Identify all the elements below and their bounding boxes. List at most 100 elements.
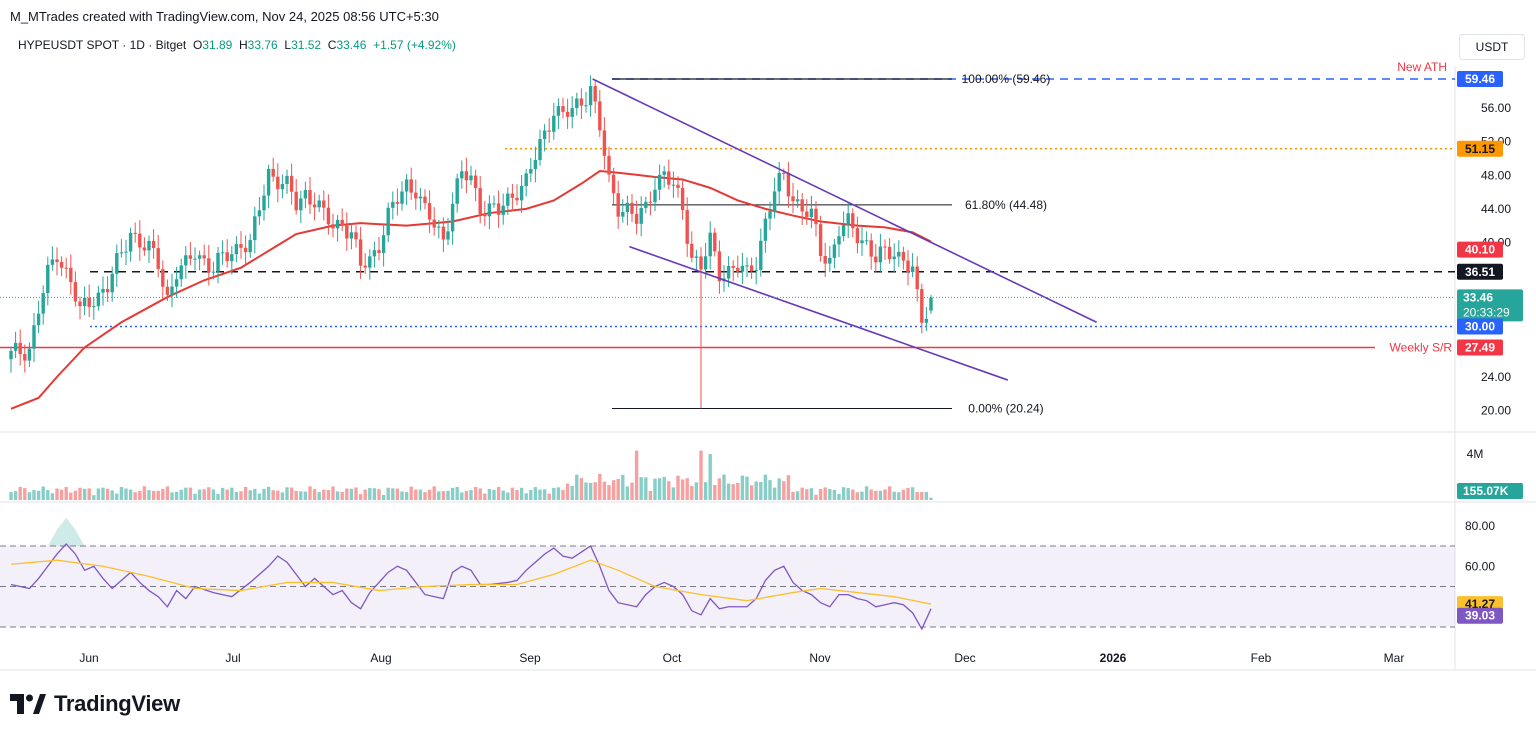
symbol-legend[interactable]: HYPEUSDT SPOT · 1D · Bitget O31.89 H33.7…	[18, 38, 456, 52]
candle-body	[805, 211, 809, 218]
tradingview-logo[interactable]: TradingView	[10, 690, 180, 718]
price-tag-weekly: 27.49	[1457, 339, 1503, 356]
volume-bar	[892, 491, 896, 500]
volume-bar	[754, 481, 758, 500]
candle-body	[115, 253, 119, 274]
price-tag-ma-bg	[1457, 241, 1503, 258]
candle-body	[331, 224, 335, 229]
volume-bar	[501, 490, 505, 500]
candle-body	[156, 248, 160, 270]
volume-bar	[345, 488, 349, 500]
candle-body	[887, 246, 892, 260]
volume-bar	[832, 490, 837, 500]
candle-body	[427, 203, 432, 220]
candle-body	[496, 203, 501, 215]
candle-body	[621, 212, 625, 217]
volume-bar	[234, 491, 239, 500]
candle-body	[23, 354, 27, 361]
candle-body	[460, 171, 464, 179]
candle-body	[607, 155, 611, 175]
candle-body	[694, 256, 699, 258]
ohlc-change: +1.57 (+4.92%)	[373, 38, 456, 52]
candle-body	[87, 297, 91, 307]
volume-bar	[602, 481, 607, 500]
candle-body	[151, 240, 156, 249]
ohlc-close-label: C	[327, 38, 337, 52]
candle-body	[437, 226, 441, 228]
volume-bar	[851, 489, 855, 500]
volume-bar	[616, 478, 620, 500]
volume-bar	[809, 488, 814, 500]
volume-bar	[492, 489, 496, 500]
price-tag-last-bg	[1457, 289, 1523, 322]
candle-body	[161, 269, 165, 287]
candle-body	[9, 350, 13, 360]
volume-bar	[496, 486, 501, 500]
volume-bar	[78, 487, 82, 500]
candle-body	[266, 168, 271, 196]
tradingview-logo-icon	[10, 694, 46, 714]
volume-bar	[814, 494, 818, 500]
volume-bar	[105, 488, 110, 500]
volume-bar	[308, 486, 312, 500]
candle-body	[690, 243, 694, 258]
volume-bar	[745, 476, 749, 500]
candle-body	[851, 213, 855, 229]
candle-body	[124, 251, 128, 253]
volume-bar	[897, 492, 901, 500]
volume-bar	[32, 490, 36, 500]
candle-body	[262, 195, 266, 211]
ohlc-close: 33.46	[336, 38, 367, 52]
time-axis-tick-label: Oct	[663, 651, 682, 665]
candle-body	[13, 342, 18, 351]
volume-bar	[101, 487, 105, 500]
candle-body	[915, 266, 919, 290]
candle-body	[372, 250, 377, 257]
volume-bar	[694, 482, 699, 500]
candle-body	[391, 201, 395, 208]
symbol-name[interactable]: HYPEUSDT SPOT · 1D · Bitget	[18, 38, 187, 52]
volume-last-tag-text: 155.07K	[1463, 484, 1509, 498]
volume-bar	[653, 478, 657, 500]
volume-bar	[584, 482, 588, 500]
candle-body	[759, 240, 763, 270]
price-tag-black-level: 36.51	[1457, 263, 1503, 280]
volume-bar	[510, 487, 515, 500]
time-axis-tick-label: Jun	[79, 651, 98, 665]
volume-bar	[634, 450, 639, 500]
volume-bar	[432, 486, 436, 500]
price-tag-ma: 40.10	[1457, 241, 1503, 258]
candle-body	[381, 235, 386, 254]
rsi-tag-text: 39.03	[1465, 609, 1495, 623]
candle-body	[855, 228, 860, 244]
currency-button[interactable]: USDT	[1459, 34, 1525, 60]
volume-bar	[473, 487, 478, 500]
candle-body	[455, 178, 459, 204]
candle-body	[648, 201, 653, 203]
candle-body	[483, 213, 487, 217]
price-tag-ath-text: 59.46	[1465, 72, 1495, 86]
candle-body	[565, 111, 570, 117]
candle-body	[59, 261, 64, 268]
volume-bar	[556, 487, 561, 500]
candle-body	[271, 168, 275, 177]
price-tag-black-level-bg	[1457, 263, 1503, 280]
volume-bar	[446, 490, 450, 500]
volume-bar	[828, 489, 832, 500]
price-tag-blue-level: 30.00	[1457, 318, 1503, 335]
candle-body	[179, 265, 183, 280]
volume-bar	[593, 482, 597, 500]
volume-bar	[901, 489, 906, 500]
candle-body	[92, 306, 96, 308]
volume-bar	[326, 490, 331, 500]
candle-body	[248, 240, 252, 253]
candle-body	[197, 255, 202, 259]
candle-body	[584, 105, 588, 107]
candle-body	[46, 264, 50, 294]
candle-body	[685, 210, 689, 244]
candle-body	[138, 233, 142, 248]
candle-body	[699, 256, 703, 270]
candle-body	[335, 219, 340, 229]
volume-bar	[515, 489, 519, 500]
